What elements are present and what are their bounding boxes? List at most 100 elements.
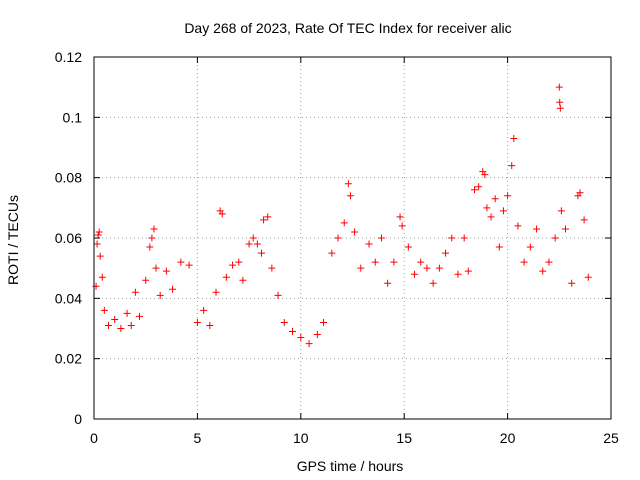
data-point bbox=[487, 213, 495, 221]
data-point bbox=[555, 83, 563, 91]
data-point bbox=[371, 258, 379, 266]
data-point bbox=[131, 288, 139, 296]
data-point bbox=[253, 240, 261, 248]
plot-frame bbox=[93, 56, 612, 420]
data-point bbox=[580, 216, 588, 224]
data-point bbox=[454, 270, 462, 278]
data-point bbox=[98, 273, 106, 281]
data-point bbox=[328, 249, 336, 257]
data-point bbox=[177, 258, 185, 266]
data-point bbox=[526, 243, 534, 251]
data-point bbox=[396, 213, 404, 221]
data-point bbox=[556, 104, 564, 112]
y-tick-label: 0.08 bbox=[55, 170, 82, 186]
data-point bbox=[212, 288, 220, 296]
data-point bbox=[471, 186, 479, 194]
data-point bbox=[404, 243, 412, 251]
data-point bbox=[344, 180, 352, 188]
chart-title: Day 268 of 2023, Rate Of TEC Index for r… bbox=[184, 20, 511, 36]
y-tick-label: 0.02 bbox=[55, 351, 82, 367]
data-points bbox=[92, 83, 592, 348]
data-point bbox=[123, 309, 131, 317]
data-point bbox=[135, 312, 143, 320]
data-point bbox=[365, 240, 373, 248]
data-point bbox=[384, 279, 392, 287]
data-point bbox=[545, 258, 553, 266]
data-point bbox=[556, 98, 564, 106]
data-point bbox=[435, 264, 443, 272]
data-point bbox=[533, 225, 541, 233]
data-point bbox=[508, 162, 516, 170]
data-point bbox=[235, 258, 243, 266]
data-point bbox=[96, 252, 104, 260]
data-point bbox=[94, 231, 102, 239]
data-point bbox=[152, 264, 160, 272]
x-tick-label: 10 bbox=[293, 430, 309, 446]
data-point bbox=[313, 331, 321, 339]
y-tick-labels: 0 0.02 0.04 0.06 0.08 0.1 0.12 bbox=[55, 49, 82, 427]
data-point bbox=[206, 321, 214, 329]
data-point bbox=[111, 315, 119, 323]
data-point bbox=[417, 258, 425, 266]
data-point bbox=[557, 207, 565, 215]
data-point bbox=[504, 192, 512, 200]
data-point bbox=[351, 228, 359, 236]
data-point bbox=[398, 222, 406, 230]
x-axis-label: GPS time / hours bbox=[297, 458, 404, 474]
data-point bbox=[260, 216, 268, 224]
data-point bbox=[377, 234, 385, 242]
data-point bbox=[491, 195, 499, 203]
x-tick-label: 5 bbox=[194, 430, 202, 446]
y-tick-label: 0.12 bbox=[55, 49, 82, 65]
data-point bbox=[280, 318, 288, 326]
data-point bbox=[150, 225, 158, 233]
data-point bbox=[258, 249, 266, 257]
data-point bbox=[142, 276, 150, 284]
data-point bbox=[551, 234, 559, 242]
y-tick-label: 0.1 bbox=[63, 109, 83, 125]
data-point bbox=[100, 306, 108, 314]
data-point bbox=[568, 279, 576, 287]
x-tick-label: 15 bbox=[396, 430, 412, 446]
data-point bbox=[510, 134, 518, 142]
data-point bbox=[411, 270, 419, 278]
data-point bbox=[245, 240, 253, 248]
data-point bbox=[229, 261, 237, 269]
data-point bbox=[146, 243, 154, 251]
data-point bbox=[104, 321, 112, 329]
data-point bbox=[340, 219, 348, 227]
x-tick-label: 20 bbox=[500, 430, 516, 446]
data-point bbox=[93, 240, 101, 248]
data-point bbox=[127, 321, 135, 329]
data-point bbox=[464, 267, 472, 275]
data-point bbox=[169, 285, 177, 293]
data-point bbox=[200, 306, 208, 314]
data-point bbox=[499, 207, 507, 215]
x-tick-label: 0 bbox=[90, 430, 98, 446]
data-point bbox=[264, 213, 272, 221]
grid-lines bbox=[94, 57, 611, 419]
y-tick-label: 0 bbox=[74, 411, 82, 427]
data-point bbox=[193, 318, 201, 326]
data-point bbox=[514, 222, 522, 230]
data-point bbox=[442, 249, 450, 257]
data-point bbox=[274, 291, 282, 299]
data-point bbox=[185, 261, 193, 269]
data-point bbox=[539, 267, 547, 275]
data-point bbox=[289, 328, 297, 336]
y-tick-label: 0.04 bbox=[55, 290, 82, 306]
y-axis-label: ROTI / TECUs bbox=[5, 195, 21, 285]
data-point bbox=[297, 334, 305, 342]
data-point bbox=[429, 279, 437, 287]
axis-ticks bbox=[93, 56, 612, 420]
data-point bbox=[562, 225, 570, 233]
data-point bbox=[448, 234, 456, 242]
data-point bbox=[520, 258, 528, 266]
y-tick-label: 0.06 bbox=[55, 230, 82, 246]
data-point bbox=[148, 234, 156, 242]
x-tick-label: 25 bbox=[603, 430, 619, 446]
data-point bbox=[483, 204, 491, 212]
data-point bbox=[162, 267, 170, 275]
data-point bbox=[218, 210, 226, 218]
